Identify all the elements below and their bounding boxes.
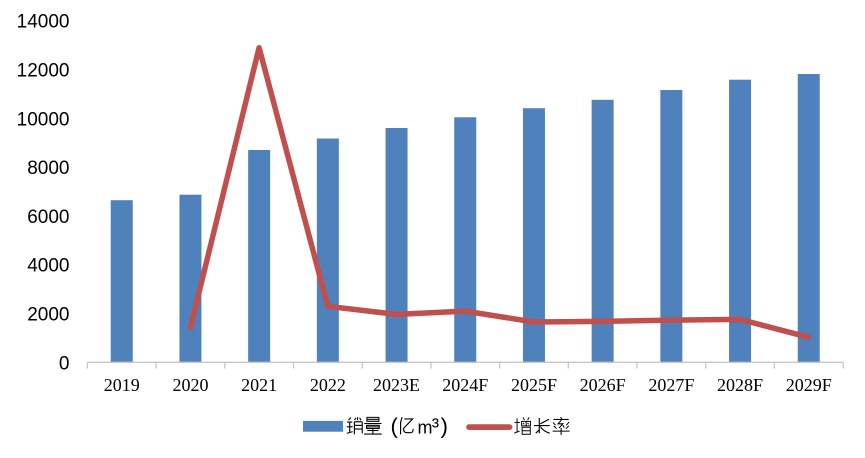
- svg-text:2000: 2000: [27, 305, 69, 326]
- svg-text:2019: 2019: [104, 375, 140, 395]
- svg-text:10000: 10000: [17, 109, 70, 130]
- svg-text:2024F: 2024F: [442, 375, 488, 395]
- svg-text:2026F: 2026F: [580, 375, 626, 395]
- svg-text:6000: 6000: [27, 207, 69, 228]
- svg-text:(: (: [391, 414, 399, 439]
- svg-text:2027F: 2027F: [648, 375, 694, 395]
- svg-text:8000: 8000: [27, 158, 69, 179]
- svg-text:2025F: 2025F: [511, 375, 557, 395]
- svg-text:2020: 2020: [172, 375, 208, 395]
- svg-text:4000: 4000: [27, 256, 69, 277]
- svg-text:0: 0: [59, 353, 70, 374]
- svg-text:2023E: 2023E: [373, 375, 420, 395]
- svg-text:³: ³: [432, 414, 439, 439]
- svg-text:2029F: 2029F: [786, 375, 832, 395]
- svg-text:): ): [441, 414, 448, 439]
- svg-text:m: m: [418, 418, 433, 438]
- svg-text:2021: 2021: [241, 375, 277, 395]
- svg-text:2022: 2022: [310, 375, 346, 395]
- svg-text:14000: 14000: [17, 12, 70, 33]
- svg-text:2028F: 2028F: [717, 375, 763, 395]
- svg-text:12000: 12000: [17, 61, 70, 82]
